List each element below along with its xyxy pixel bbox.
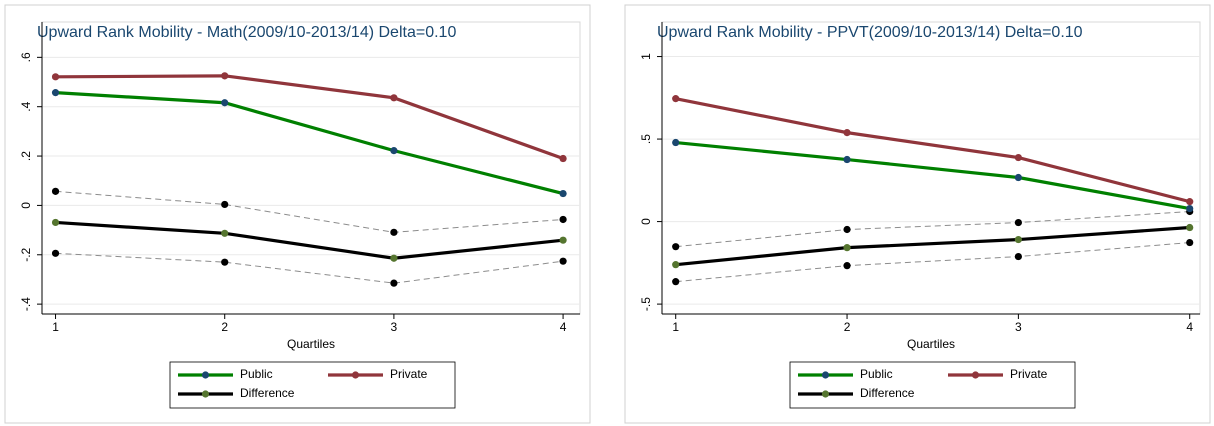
x-tick-label: 4	[560, 320, 567, 334]
x-tick-label: 3	[1015, 320, 1022, 334]
point	[51, 218, 60, 227]
panel-frame	[4, 4, 591, 424]
point	[221, 72, 229, 80]
point	[1186, 238, 1194, 247]
point	[221, 258, 229, 266]
point	[672, 261, 680, 269]
x-tick-label: 3	[391, 320, 398, 334]
point	[843, 129, 851, 137]
point	[559, 236, 567, 244]
point	[559, 257, 567, 265]
legend-label: Private	[390, 367, 428, 381]
point	[390, 254, 398, 262]
point	[1186, 198, 1194, 206]
y-tick-label: .5	[639, 134, 653, 144]
point	[1186, 204, 1194, 213]
point	[843, 225, 851, 234]
legend-marker	[821, 390, 830, 398]
series-line	[55, 220, 564, 260]
point	[390, 94, 398, 102]
legend-marker	[821, 371, 830, 379]
series-line	[55, 190, 564, 233]
point	[1014, 173, 1022, 182]
legend-label: Difference	[860, 386, 915, 400]
chart-title: Upward Rank Mobility - Math(2009/10-2013…	[37, 24, 456, 41]
legend-label: Public	[240, 367, 273, 381]
y-tick-label: 1	[639, 53, 653, 60]
point	[1014, 153, 1022, 162]
point	[559, 189, 567, 198]
point	[1186, 223, 1194, 232]
point	[221, 99, 229, 107]
x-tick-label: 4	[1186, 320, 1193, 334]
legend	[789, 361, 1076, 409]
point	[1014, 252, 1022, 261]
y-tick-label: .4	[19, 101, 33, 111]
legend-marker	[971, 371, 980, 379]
legend-marker	[351, 371, 360, 379]
panel-frame	[624, 4, 1211, 424]
legend-marker	[201, 371, 210, 379]
point	[51, 89, 60, 97]
y-tick-label: .6	[19, 52, 33, 62]
point	[843, 155, 851, 164]
y-tick-label: -.5	[639, 297, 653, 311]
series-line	[55, 91, 564, 196]
x-tick-label: 1	[52, 320, 59, 334]
legend-label: Difference	[240, 386, 295, 400]
series-line	[675, 140, 1191, 211]
x-axis-label: Quartiles	[287, 337, 335, 351]
point	[843, 244, 851, 252]
point	[843, 262, 851, 270]
series-line	[675, 97, 1191, 204]
x-tick-label: 2	[221, 320, 228, 334]
y-tick-label: -.4	[19, 297, 33, 311]
point	[51, 249, 60, 257]
legend-marker	[201, 390, 210, 398]
point	[672, 138, 680, 147]
chart-title: Upward Rank Mobility - PPVT(2009/10-2013…	[657, 24, 1083, 41]
point	[51, 187, 60, 195]
point	[390, 147, 398, 155]
series-line	[55, 252, 564, 284]
legend-label: Private	[1010, 367, 1048, 381]
point	[1014, 218, 1022, 227]
x-tick-label: 1	[672, 320, 679, 334]
point	[390, 279, 398, 287]
point	[672, 243, 680, 251]
point	[672, 95, 680, 103]
y-tick-label: 0	[639, 218, 653, 225]
y-tick-label: 0	[19, 202, 33, 209]
plot-area	[41, 21, 581, 315]
x-axis-label: Quartiles	[907, 337, 955, 351]
point	[1014, 235, 1022, 244]
legend	[169, 361, 456, 409]
y-tick-label: -.2	[19, 247, 33, 261]
y-tick-label: .2	[19, 151, 33, 161]
point	[51, 73, 60, 81]
point	[221, 200, 229, 209]
legend-label: Public	[860, 367, 893, 381]
point	[221, 229, 229, 237]
series-line	[55, 74, 564, 161]
point	[390, 228, 398, 236]
series-line	[675, 225, 1190, 267]
point	[559, 215, 567, 224]
x-tick-label: 2	[844, 320, 851, 334]
point	[672, 278, 680, 286]
point	[559, 154, 567, 163]
